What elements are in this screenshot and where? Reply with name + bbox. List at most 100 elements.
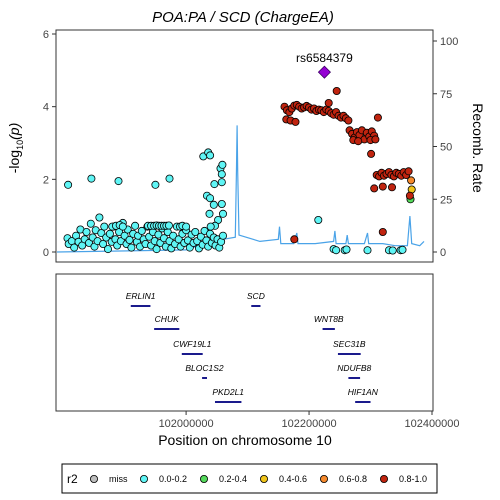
snp-point xyxy=(86,219,95,228)
snp-point xyxy=(363,246,372,255)
legend-swatch xyxy=(379,474,388,483)
snp-point xyxy=(105,229,114,238)
y2-tick-label: 0 xyxy=(440,247,446,259)
x-tick-label: 102400000 xyxy=(404,418,459,430)
gene-panel-frame xyxy=(55,273,434,412)
snp-point xyxy=(210,180,219,189)
legend-items: miss 0.0-0.2 0.2-0.4 0.4-0.6 0.6-0.8 0.8-1.0 xyxy=(90,474,427,484)
legend-label: 0.4-0.6 xyxy=(279,474,307,484)
snp-point xyxy=(378,182,387,191)
snp-point xyxy=(104,245,113,254)
snp-point xyxy=(218,209,227,218)
legend-label: 0.6-0.8 xyxy=(339,474,367,484)
gene-label: ERLIN1 xyxy=(126,291,156,301)
snp-point xyxy=(373,113,382,122)
x-axis: 102000000 102200000 102400000 xyxy=(159,411,460,430)
legend-swatch xyxy=(259,474,268,483)
snp-point xyxy=(164,221,173,230)
snp-point xyxy=(118,222,127,231)
snp-point xyxy=(218,231,227,240)
gene-label: HIF1AN xyxy=(348,387,379,397)
legend-label: 0.8-1.0 xyxy=(399,474,427,484)
legend-label: 0.2-0.4 xyxy=(219,474,247,484)
snp-point xyxy=(217,178,226,187)
snp-point xyxy=(169,231,178,240)
y-axis-left: 0 2 4 6 xyxy=(43,29,56,259)
gene-label: SCD xyxy=(247,291,265,301)
snp-point xyxy=(100,222,109,231)
gene-label: CHUK xyxy=(155,314,179,324)
snp-point xyxy=(405,191,414,200)
snp-point xyxy=(182,222,191,231)
snp-point xyxy=(354,137,363,146)
snp-point xyxy=(332,246,341,255)
y2-tick-label: 100 xyxy=(440,36,458,48)
genes-layer: ERLIN1 SCD WNT8B CHUK CWF19L1 SEC31B BLOC1S2 ND… xyxy=(126,291,379,403)
snp-point xyxy=(332,87,341,96)
snp-point xyxy=(174,235,183,244)
legend-label: miss xyxy=(109,474,128,484)
y2-tick-label: 75 xyxy=(440,89,452,101)
snp-point xyxy=(191,227,200,236)
legend-title: r2 xyxy=(67,472,78,486)
snp-point xyxy=(387,183,396,192)
snp-point xyxy=(114,177,123,186)
snp-point xyxy=(125,235,134,244)
gene-label: CWF19L1 xyxy=(173,339,212,349)
snp-point xyxy=(388,246,397,255)
snp-point xyxy=(371,135,380,144)
snp-point xyxy=(206,151,215,160)
snp-points-layer xyxy=(63,87,416,255)
lead-snp-label: rs6584379 xyxy=(296,51,353,65)
snp-point xyxy=(342,245,351,254)
snp-point xyxy=(87,174,96,183)
y-tick-label: 6 xyxy=(43,29,49,41)
snp-point xyxy=(217,170,226,179)
snp-point xyxy=(206,222,215,231)
chart-title: POA:PA / SCD (ChargeEA) xyxy=(152,9,334,26)
legend-swatch xyxy=(139,474,148,483)
gene-label: SEC31B xyxy=(333,339,366,349)
snp-point xyxy=(196,232,205,241)
snp-point xyxy=(154,230,163,239)
snp-point xyxy=(290,235,299,244)
y2-tick-label: 50 xyxy=(440,142,452,154)
x-tick-label: 102200000 xyxy=(282,418,337,430)
snp-point xyxy=(407,176,416,185)
lead-snp-marker xyxy=(317,65,331,79)
lead-snp-layer: rs6584379 xyxy=(296,51,353,79)
legend: r2 miss 0.0-0.2 0.2-0.4 0.4-0.6 0.6-0.8 0.8-1… xyxy=(61,463,438,494)
gene-label: BLOC1S2 xyxy=(185,363,224,373)
snp-point xyxy=(127,243,136,252)
recomb-rate-layer xyxy=(56,125,425,253)
snp-point xyxy=(131,221,140,230)
y-axis-right: 0 25 50 75 100 xyxy=(433,36,458,259)
y-axis-label-tail: (p) xyxy=(6,123,22,140)
x-tick-label: 102000000 xyxy=(159,418,214,430)
y-axis-label-sub: 10 xyxy=(15,140,25,150)
y-tick-label: 4 xyxy=(43,102,49,114)
snp-point xyxy=(324,99,333,108)
legend-swatch xyxy=(90,474,99,483)
snp-point xyxy=(165,174,174,183)
snp-point xyxy=(291,117,300,126)
snp-point xyxy=(97,229,106,238)
snp-point xyxy=(137,226,146,235)
snp-point xyxy=(99,239,108,248)
gene-label: WNT8B xyxy=(314,314,344,324)
legend-frame xyxy=(61,463,438,494)
y2-axis-label: Recomb. Rate xyxy=(470,103,486,193)
snp-point xyxy=(218,160,227,169)
legend-swatch xyxy=(199,474,208,483)
snp-point xyxy=(64,180,73,189)
snp-point xyxy=(151,180,160,189)
gene-label: PKD2L1 xyxy=(212,387,244,397)
y-tick-label: 2 xyxy=(43,174,49,186)
legend-label: 0.0-0.2 xyxy=(159,474,187,484)
y-tick-label: 0 xyxy=(43,247,49,259)
snp-point xyxy=(378,227,387,236)
y-axis-label: -log10(p) xyxy=(6,123,25,174)
snp-point xyxy=(314,215,323,224)
snp-point xyxy=(95,213,104,222)
